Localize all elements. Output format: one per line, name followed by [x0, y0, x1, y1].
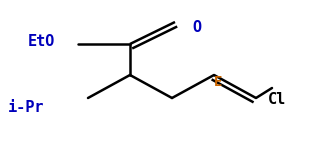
Text: EtO: EtO: [28, 35, 55, 49]
Text: i-Pr: i-Pr: [8, 100, 44, 116]
Text: E: E: [214, 75, 222, 89]
Text: Cl: Cl: [268, 92, 286, 108]
Text: O: O: [192, 21, 201, 35]
